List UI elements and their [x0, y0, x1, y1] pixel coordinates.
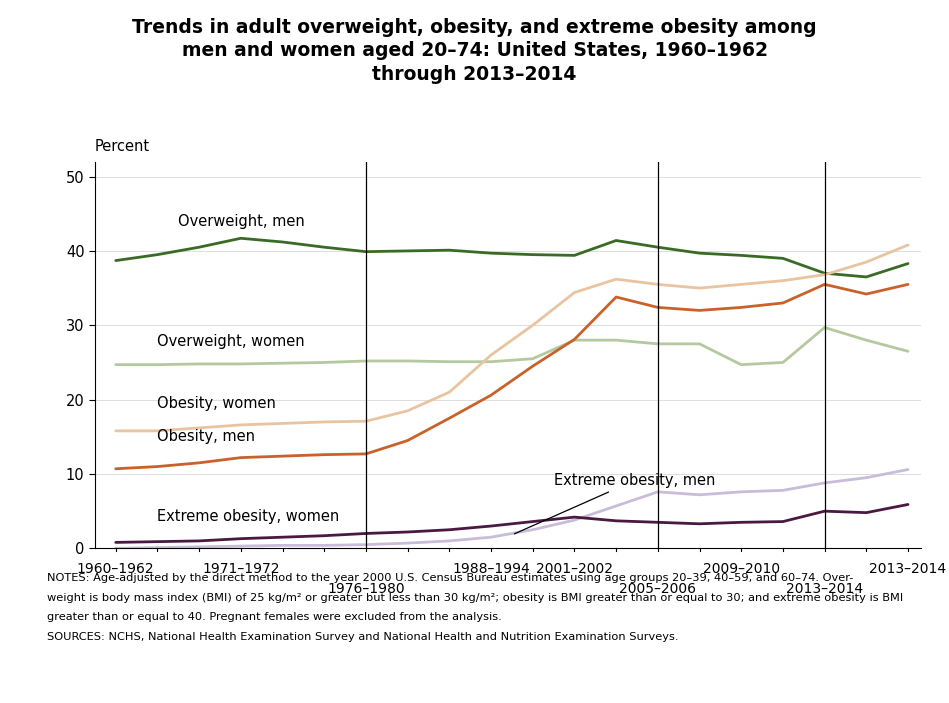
- Text: 2013–2014: 2013–2014: [786, 582, 864, 596]
- Text: 1976–1980: 1976–1980: [327, 582, 405, 596]
- Text: 1971–1972: 1971–1972: [202, 562, 280, 576]
- Text: Overweight, men: Overweight, men: [178, 214, 305, 228]
- Text: SOURCES: NCHS, National Health Examination Survey and National Health and Nutrit: SOURCES: NCHS, National Health Examinati…: [47, 632, 679, 642]
- Text: 1988–1994: 1988–1994: [452, 562, 530, 576]
- Text: Overweight, women: Overweight, women: [158, 334, 305, 349]
- Text: NOTES: Age-adjusted by the direct method to the year 2000 U.S. Census Bureau est: NOTES: Age-adjusted by the direct method…: [47, 573, 854, 583]
- Text: Obesity, women: Obesity, women: [158, 396, 276, 411]
- Text: weight is body mass index (BMI) of 25 kg/m² or greater but less than 30 kg/m²; o: weight is body mass index (BMI) of 25 kg…: [47, 593, 903, 602]
- Text: greater than or equal to 40. Pregnant females were excluded from the analysis.: greater than or equal to 40. Pregnant fe…: [47, 612, 502, 622]
- Text: 2009–2010: 2009–2010: [702, 562, 780, 576]
- Text: 2001–2002: 2001–2002: [536, 562, 613, 576]
- Text: 2005–2006: 2005–2006: [620, 582, 697, 596]
- Text: Extreme obesity, men: Extreme obesity, men: [514, 473, 715, 534]
- Text: Percent: Percent: [95, 139, 150, 154]
- Text: 1960–1962: 1960–1962: [77, 562, 155, 576]
- Text: 2013–2014: 2013–2014: [869, 562, 946, 576]
- Text: Extreme obesity, women: Extreme obesity, women: [158, 509, 340, 524]
- Text: Trends in adult overweight, obesity, and extreme obesity among
men and women age: Trends in adult overweight, obesity, and…: [132, 18, 817, 84]
- Text: Obesity, men: Obesity, men: [158, 430, 255, 444]
